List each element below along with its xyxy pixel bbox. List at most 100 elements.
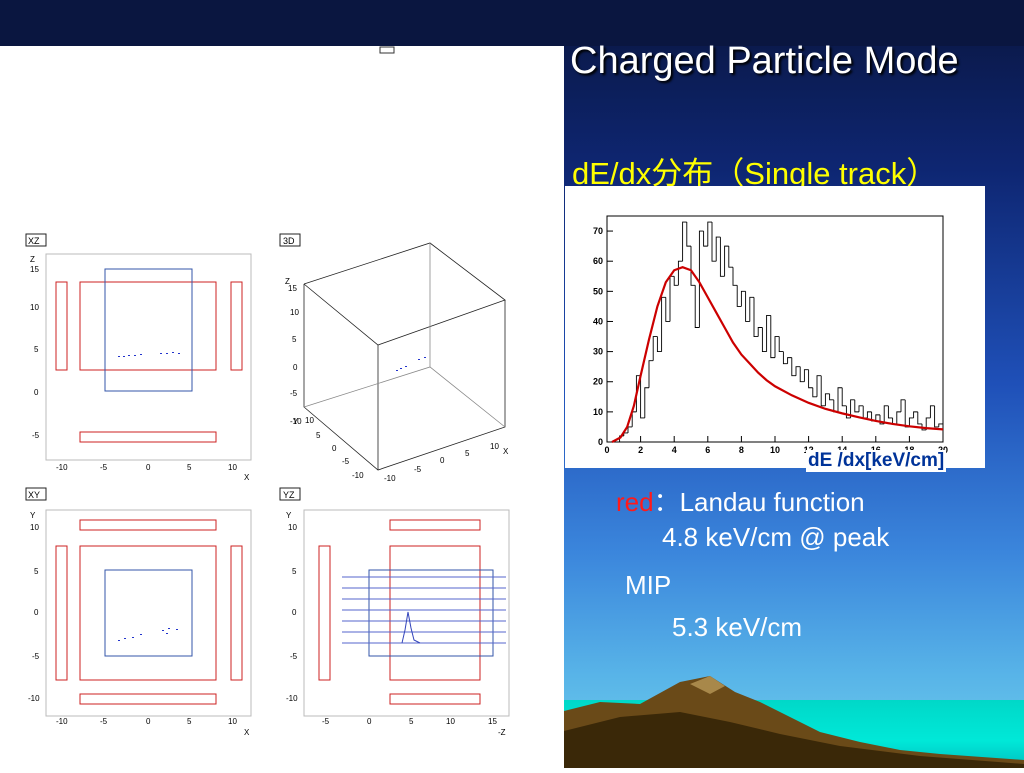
histogram-bin [724, 245, 729, 277]
tick-label: 0 [146, 463, 151, 472]
histogram-bin [921, 423, 927, 431]
y-tick-label: 50 [593, 286, 603, 296]
tick-label: 10 [30, 523, 39, 532]
tick-label: 10 [288, 523, 297, 532]
panel-label-xy: XY [28, 490, 40, 500]
histogram-bin [711, 222, 717, 262]
tick-label: -5 [290, 389, 298, 398]
histogram-bin [648, 360, 654, 388]
histogram-bin [694, 285, 700, 328]
tick-label: 0 [34, 388, 39, 397]
histogram-bin [854, 399, 859, 413]
axis-label-x: -Z [498, 728, 506, 737]
mip-value: 5.3 keV/cm [672, 612, 803, 642]
histogram-bin [787, 357, 792, 364]
histogram-bin [837, 387, 843, 412]
tick-label: 10 [290, 308, 299, 317]
histogram-bin [934, 405, 939, 428]
histogram-bin [740, 290, 746, 307]
tick-label: 0 [34, 608, 39, 617]
histogram-bin [749, 296, 754, 322]
histogram-bin [812, 387, 817, 398]
histogram-bin [736, 285, 742, 307]
histogram-bin [745, 291, 750, 322]
tick-label: 0 [293, 363, 298, 372]
histogram-bin [879, 414, 885, 425]
x-tick-label: 10 [770, 445, 780, 455]
histogram-bin [913, 411, 918, 418]
slide-title: Charged Particle Mode [570, 40, 959, 82]
histogram-bin [715, 236, 721, 262]
tick-label: -10 [286, 694, 298, 703]
histogram-bin [690, 246, 696, 286]
histogram-bin [845, 405, 851, 419]
y-tick-label: 10 [593, 407, 603, 417]
tick-label: 10 [30, 303, 39, 312]
histogram-bin [816, 375, 822, 397]
histogram-bin [925, 417, 931, 430]
histogram-bin [707, 221, 712, 247]
histogram-bin [719, 237, 725, 277]
histogram-bin [866, 411, 872, 418]
tick-label: -10 [56, 463, 68, 472]
tick-label: 5 [292, 335, 297, 344]
histogram-bin [753, 297, 759, 337]
panel-label-xz: XZ [28, 236, 40, 246]
y-tick-label: 0 [598, 437, 603, 447]
x-tick-label: 4 [672, 445, 677, 455]
panel-yz: YZ 10 5 0 -5 -10 -5 0 5 [279, 487, 510, 737]
histogram-bin [900, 399, 906, 412]
histogram-bin [795, 366, 801, 376]
histogram-bin [652, 336, 658, 361]
tick-label: -10 [352, 471, 364, 480]
landau-fit-curve [611, 266, 944, 443]
tick-label: -5 [100, 463, 108, 472]
x-tick-label: 0 [604, 445, 609, 455]
panel-xz: XZ 15 10 5 0 -5 -10 -5 0 5 10 X Z [25, 233, 252, 482]
dedx-histogram-svg: 02468101214161820010203040506070 [593, 215, 948, 455]
plot-frame [606, 215, 944, 443]
histogram-bin [782, 351, 788, 365]
histogram-bin [850, 399, 855, 418]
tick-label: 5 [465, 449, 470, 458]
tick-label: 15 [488, 717, 497, 726]
event-display-svg: XZ 15 10 5 0 -5 -10 -5 0 5 10 X Z [25, 46, 510, 737]
y-tick-label: 60 [593, 256, 603, 266]
tick-label: -5 [290, 652, 298, 661]
tick-label: 0 [146, 717, 151, 726]
histogram-bin [757, 327, 763, 337]
tick-label: 15 [30, 265, 39, 274]
histogram-bin [938, 423, 943, 427]
tick-label: -5 [100, 717, 108, 726]
tick-label: 10 [490, 442, 499, 451]
histogram-bin [677, 260, 683, 286]
histogram-bin [803, 369, 809, 382]
mountain-illustration [560, 676, 1024, 768]
tick-label: 5 [34, 345, 39, 354]
histogram-bin [656, 336, 662, 353]
tick-label: 0 [332, 444, 337, 453]
x-tick-label: 8 [739, 445, 744, 455]
tick-label: 0 [367, 717, 372, 726]
axis-label-x: X [244, 728, 250, 737]
histogram-bin [686, 222, 691, 247]
landau-annotation: red：Landau function [616, 482, 865, 519]
tick-label: 15 [288, 284, 297, 293]
histogram-bin [640, 375, 645, 419]
y-tick-label: 40 [593, 316, 603, 326]
histogram-bin [761, 327, 767, 353]
event-display-panel: XZ 15 10 5 0 -5 -10 -5 0 5 10 X Z [0, 46, 564, 768]
x-tick-label: 6 [705, 445, 710, 455]
tick-label: 5 [292, 567, 297, 576]
header-mark [379, 46, 395, 54]
histogram-bin [698, 230, 704, 328]
histogram-bin [673, 276, 679, 286]
histogram-bin [883, 405, 889, 424]
histogram-bin [829, 393, 834, 401]
tick-label: 0 [440, 456, 445, 465]
axis-label-y: Y [286, 511, 292, 520]
y-tick-label: 70 [593, 226, 603, 236]
histogram-bin [644, 387, 649, 418]
histogram-bin [887, 405, 893, 419]
histogram-bin [791, 357, 796, 377]
